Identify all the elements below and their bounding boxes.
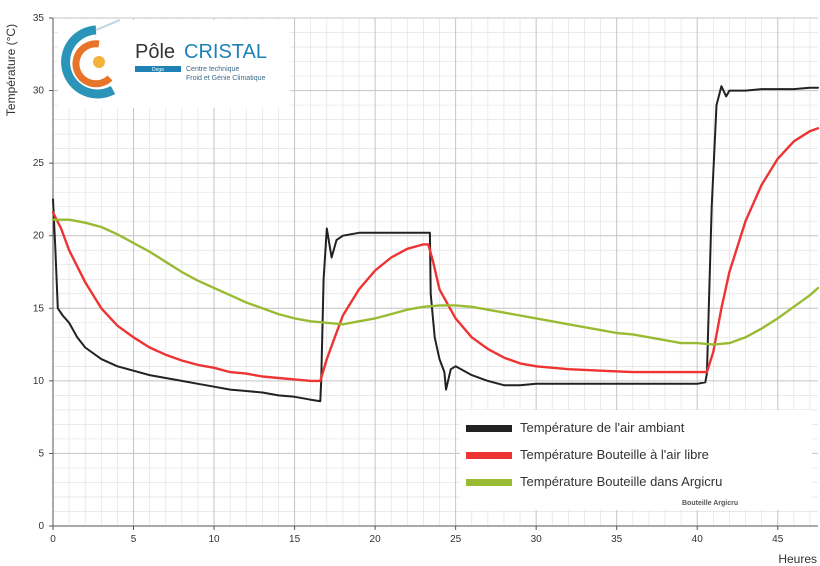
x-tick-label: 5 <box>131 534 137 545</box>
y-tick-label: 0 <box>38 521 44 532</box>
x-tick-label: 0 <box>50 534 56 545</box>
logo-subtitle-line2: Froid et Génie Climatique <box>186 75 265 82</box>
grid-major <box>53 17 818 526</box>
y-tick-label: 5 <box>38 448 44 459</box>
tick-labels: 0 5 10 15 20 25 30 35 40 45 0 5 10 15 20 25 30 35 <box>33 13 784 545</box>
legend: Température de l'air ambiant Température… <box>460 410 812 510</box>
x-tick-label: 45 <box>772 534 784 545</box>
legend-label-bottle-argicru: Température Bouteille dans Argicru <box>520 474 722 489</box>
logo-name-part2: CRISTAL <box>184 41 267 63</box>
axes <box>49 17 818 530</box>
logo-tag: Dega <box>152 67 164 73</box>
y-tick-label: 25 <box>33 158 45 169</box>
y-tick-label: 15 <box>33 303 45 314</box>
x-axis-title: Heures <box>778 552 817 566</box>
x-tick-label: 20 <box>370 534 382 545</box>
logo-emblem-icon <box>61 19 121 99</box>
legend-label-ambient: Température de l'air ambiant <box>520 420 685 435</box>
y-axis-title: Température (°C) <box>4 24 18 116</box>
y-tick-label: 35 <box>33 13 45 24</box>
logo-subtitle-line1: Centre technique <box>186 66 239 73</box>
x-tick-label: 30 <box>531 534 543 545</box>
y-tick-label: 10 <box>33 376 45 387</box>
x-tick-label: 25 <box>450 534 462 545</box>
series-line-bottle-air <box>51 127 820 383</box>
legend-swatch-ambient <box>466 425 512 432</box>
residual-label: Bouteille Argicru <box>682 500 738 507</box>
legend-label-bottle-air: Température Bouteille à l'air libre <box>520 447 709 462</box>
y-tick-label: 30 <box>33 86 45 97</box>
legend-swatch-bottle-air <box>466 452 512 459</box>
x-tick-label: 10 <box>208 534 220 545</box>
legend-swatch-bottle-argicru <box>466 479 512 486</box>
series-line-ambient <box>52 85 819 403</box>
x-tick-label: 15 <box>289 534 301 545</box>
pole-cristal-logo: Pôle CRISTAL Dega Centre technique Froid… <box>58 19 290 108</box>
series-layer <box>51 85 820 403</box>
series-line-bottle-argicru <box>51 218 820 346</box>
logo-name-part1: Pôle <box>135 41 175 63</box>
x-tick-label: 35 <box>611 534 623 545</box>
y-tick-label: 20 <box>33 231 45 242</box>
x-tick-label: 40 <box>692 534 704 545</box>
